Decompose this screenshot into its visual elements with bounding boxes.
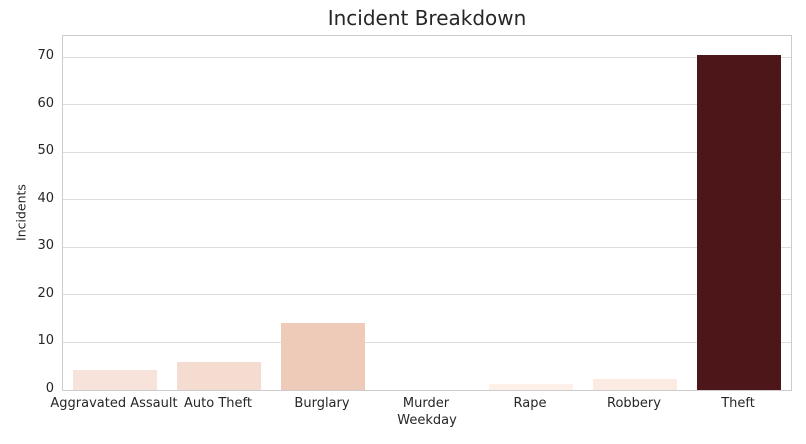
bar-auto-theft: [177, 361, 261, 390]
gridline-y-50: [63, 151, 791, 153]
y-tick-label-50: 50: [37, 143, 54, 159]
x-tick-label-burglary: Burglary: [294, 396, 350, 411]
gridline-y-20: [63, 294, 791, 296]
y-tick-label-70: 70: [37, 48, 54, 64]
gridline-y-60: [63, 104, 791, 106]
y-tick-label-60: 60: [37, 95, 54, 111]
bar-theft: [697, 55, 781, 390]
y-axis-label: Incidents: [13, 184, 29, 241]
gridline-y-10: [63, 341, 791, 343]
y-tick-label-0: 0: [45, 381, 54, 396]
plot-area: [62, 35, 792, 391]
bar-aggravated-assault: [73, 369, 157, 390]
x-axis-label: Weekday: [397, 413, 457, 428]
bar-burglary: [281, 322, 365, 390]
y-tick-label-40: 40: [37, 190, 54, 206]
y-tick-label-10: 10: [37, 333, 54, 349]
x-tick-label-theft: Theft: [721, 396, 755, 411]
bar-rape: [489, 383, 573, 390]
gridline-y-40: [63, 199, 791, 201]
chart-title: Incident Breakdown: [327, 6, 527, 30]
bar-robbery: [593, 378, 677, 390]
y-tick-label-30: 30: [37, 238, 54, 254]
x-tick-label-robbery: Robbery: [607, 396, 661, 411]
x-tick-label-aggravated-assault: Aggravated Assault: [50, 396, 178, 411]
x-tick-label-murder: Murder: [402, 396, 450, 411]
gridline-y-70: [63, 56, 791, 58]
gridline-y-30: [63, 246, 791, 248]
x-tick-label-auto-theft: Auto Theft: [184, 396, 252, 411]
y-tick-label-20: 20: [37, 285, 54, 301]
x-tick-label-rape: Rape: [513, 396, 547, 411]
